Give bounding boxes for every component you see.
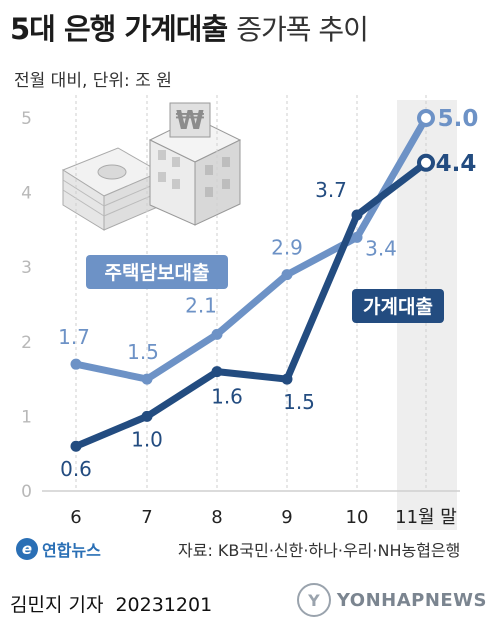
yonhap-logo-icon: e [16,538,38,560]
data-label-household: 3.7 [315,178,347,202]
chart-title: 5대 은행 가계대출 증가폭 추이 [10,6,369,48]
svg-text:₩: ₩ [176,106,205,136]
y-tick-label: 4 [21,184,32,204]
legend-badge-household-text: 가계대출 [363,296,433,318]
series-line-household [72,159,430,450]
data-point [70,358,82,370]
data-point [351,209,363,221]
stacked-cash-icon [61,147,162,231]
bank-money-illustration: ₩ [61,102,242,231]
data-label-household: 4.4 [436,151,477,177]
source-note: 자료: KB국민·신한·하나·우리·NH농협은행 [178,541,461,560]
data-label-household: 1.5 [283,390,315,414]
x-tick-label: 10 [346,507,369,528]
data-point [351,231,363,243]
y-tick-label: 0 [21,482,32,502]
y-tick-label: 2 [21,333,32,353]
y-tick-label: 3 [21,258,32,278]
data-label-mortgage: 1.5 [127,340,159,364]
data-label-household: 1.0 [131,427,163,451]
data-label-mortgage: 5.0 [438,106,479,132]
byline: 김민지 기자 20231201 [10,590,212,617]
footer-bar [0,574,499,626]
yonhap-logo: e 연합뉴스 [16,537,101,561]
series-line-mortgage [72,114,430,383]
legend-badge-household: 가계대출 [352,289,444,323]
data-point [211,328,223,340]
data-point [417,153,435,172]
data-point [281,269,293,281]
x-tick-label: 6 [70,507,81,528]
watermark-text: YONHAPNEWS [336,589,487,611]
legend-badge-household-bg [352,289,444,323]
data-label-mortgage: 2.1 [185,293,217,317]
bank-building-icon: ₩ [148,102,242,226]
data-point [141,373,153,385]
data-point [417,109,435,127]
y-tick-label: 5 [21,109,32,129]
data-label-mortgage: 2.9 [271,236,303,260]
reporter-name: 김민지 기자 [10,594,104,616]
data-point [281,373,293,385]
title-main: 5대 은행 가계대출 [10,12,228,46]
data-point [141,410,153,422]
y-tick-label: 1 [21,407,32,427]
logo-text: 연합뉴스 [42,541,101,560]
data-label-household: 0.6 [60,457,92,481]
x-tick-label: 8 [211,507,222,528]
publish-date: 20231201 [115,594,213,616]
data-point [211,366,223,378]
unit-note: 전월 대비, 단위: 조 원 [14,71,172,91]
title-sub: 증가폭 추이 [236,13,369,46]
legend-badge-mortgage-bg [86,255,228,289]
x-tick-label: 11월 말 [395,507,457,528]
x-tick-label: 9 [281,507,292,528]
watermark: Y YONHAPNEWS [296,583,487,617]
data-label-mortgage: 1.7 [58,325,90,349]
line-chart: ₩ 0 1 2 3 4 5 6 7 8 9 10 11월 말 1.7 1.5 2.1 2.9 3.4 5.0 0.… [21,95,479,530]
legend-badge-mortgage-text: 주택담보대출 [105,262,210,284]
watermark-icon: Y [296,583,331,617]
data-label-household: 1.6 [211,385,243,409]
x-tick-label: 7 [141,507,152,528]
data-label-mortgage: 3.4 [365,236,397,260]
legend-badge-mortgage: 주택담보대출 [86,255,228,289]
data-point [70,440,82,452]
